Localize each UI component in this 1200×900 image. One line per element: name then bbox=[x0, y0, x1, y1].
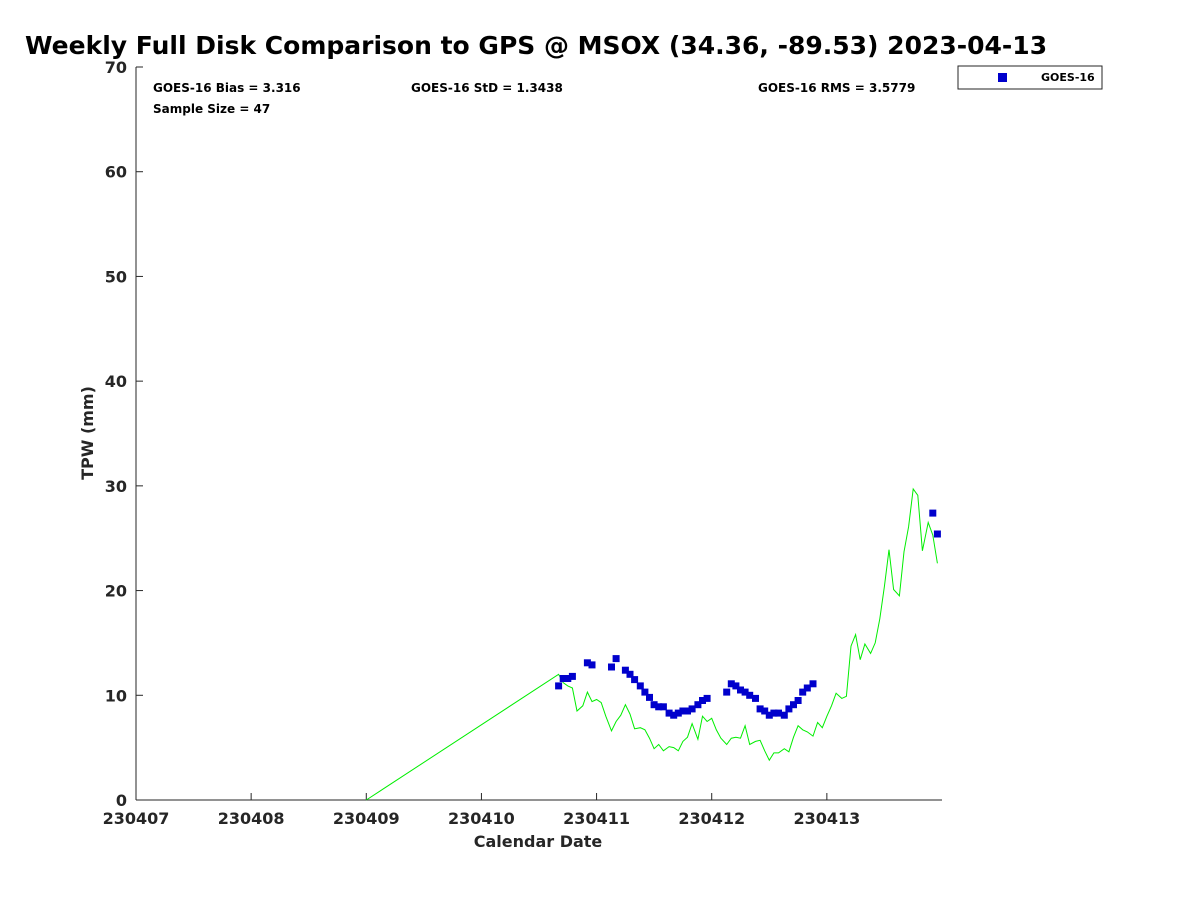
goes16-point bbox=[674, 709, 682, 717]
y-tick-label: 70 bbox=[105, 58, 127, 77]
goes16-point bbox=[794, 697, 802, 704]
x-tick-label: 230410 bbox=[448, 809, 515, 828]
gps-tpw-line bbox=[366, 487, 938, 801]
x-tick-label: 230409 bbox=[333, 809, 400, 828]
y-axis-label: TPW (mm) bbox=[78, 386, 97, 480]
y-tick-label: 10 bbox=[105, 686, 127, 705]
legend-box bbox=[957, 65, 1103, 90]
goes16-point bbox=[631, 676, 639, 684]
goes16-point bbox=[694, 701, 702, 709]
goes16-point bbox=[737, 686, 744, 694]
y-tick-label: 40 bbox=[105, 372, 127, 391]
x-ticks: 230407 230408 230409 230410 230411 230412 2304… bbox=[103, 793, 860, 828]
goes16-point bbox=[746, 691, 754, 699]
legend-marker-goes16 bbox=[998, 73, 1007, 82]
goes16-point bbox=[756, 705, 764, 713]
y-tick-label: 30 bbox=[105, 477, 127, 496]
goes16-point bbox=[655, 703, 663, 711]
goes16-point bbox=[555, 682, 563, 690]
goes16-point bbox=[670, 711, 678, 719]
goes16-point bbox=[641, 688, 649, 696]
chart-title: Weekly Full Disk Comparison to GPS @ MSO… bbox=[25, 31, 1047, 60]
goes16-point bbox=[636, 682, 644, 690]
goes16-point bbox=[780, 711, 788, 719]
goes16-point bbox=[583, 659, 591, 667]
goes16-point bbox=[684, 707, 691, 715]
goes16-point bbox=[688, 705, 696, 713]
goes16-point bbox=[626, 670, 634, 678]
goes16-point bbox=[752, 694, 759, 702]
goes16-point bbox=[703, 694, 711, 702]
goes16-point bbox=[933, 530, 941, 538]
goes16-point bbox=[612, 655, 620, 663]
x-axis-label: Calendar Date bbox=[474, 832, 603, 851]
y-tick-label: 50 bbox=[105, 267, 127, 286]
goes16-point bbox=[699, 697, 706, 704]
x-tick-label: 230411 bbox=[563, 809, 630, 828]
goes16-point bbox=[723, 688, 731, 696]
goes16-point bbox=[621, 666, 629, 674]
goes16-point bbox=[803, 684, 811, 692]
x-tick-label: 230412 bbox=[678, 809, 745, 828]
goes16-point bbox=[775, 709, 782, 717]
std-stat: GOES-16 StD = 1.3438 bbox=[411, 81, 563, 95]
bias-stat: GOES-16 Bias = 3.316 bbox=[153, 81, 301, 95]
goes16-point bbox=[650, 701, 658, 709]
y-tick-label: 20 bbox=[105, 582, 127, 601]
goes16-point bbox=[568, 672, 576, 680]
goes16-point bbox=[608, 663, 615, 671]
y-tick-label: 0 bbox=[116, 791, 127, 810]
legend-label-goes16: GOES-16 bbox=[1041, 71, 1095, 84]
x-tick-label: 230407 bbox=[103, 809, 170, 828]
goes16-point bbox=[765, 711, 773, 719]
goes16-point bbox=[809, 680, 817, 688]
y-tick-label: 60 bbox=[105, 163, 127, 182]
goes16-point bbox=[761, 707, 769, 715]
x-tick-label: 230413 bbox=[793, 809, 860, 828]
goes16-point bbox=[646, 693, 653, 701]
goes16-point bbox=[741, 688, 749, 696]
goes16-point bbox=[588, 661, 596, 669]
legend: GOES-16 bbox=[957, 65, 1103, 90]
series-layer bbox=[366, 487, 941, 801]
goes16-point bbox=[659, 703, 667, 711]
goes16-point bbox=[785, 705, 793, 713]
goes16-point bbox=[929, 509, 937, 517]
goes16-point bbox=[679, 707, 687, 715]
goes16-point bbox=[665, 709, 673, 717]
goes16-point bbox=[727, 680, 735, 688]
goes16-point bbox=[770, 709, 778, 717]
goes16-point bbox=[732, 682, 740, 690]
x-tick-label: 230408 bbox=[218, 809, 285, 828]
y-ticks: 0 10 20 30 40 50 60 70 bbox=[105, 58, 143, 810]
goes16-point bbox=[790, 701, 797, 709]
sample-size-stat: Sample Size = 47 bbox=[153, 102, 270, 116]
goes16-point bbox=[564, 675, 572, 682]
goes16-point bbox=[559, 675, 567, 682]
rms-stat: GOES-16 RMS = 3.5779 bbox=[758, 81, 915, 95]
goes16-point bbox=[799, 688, 807, 696]
